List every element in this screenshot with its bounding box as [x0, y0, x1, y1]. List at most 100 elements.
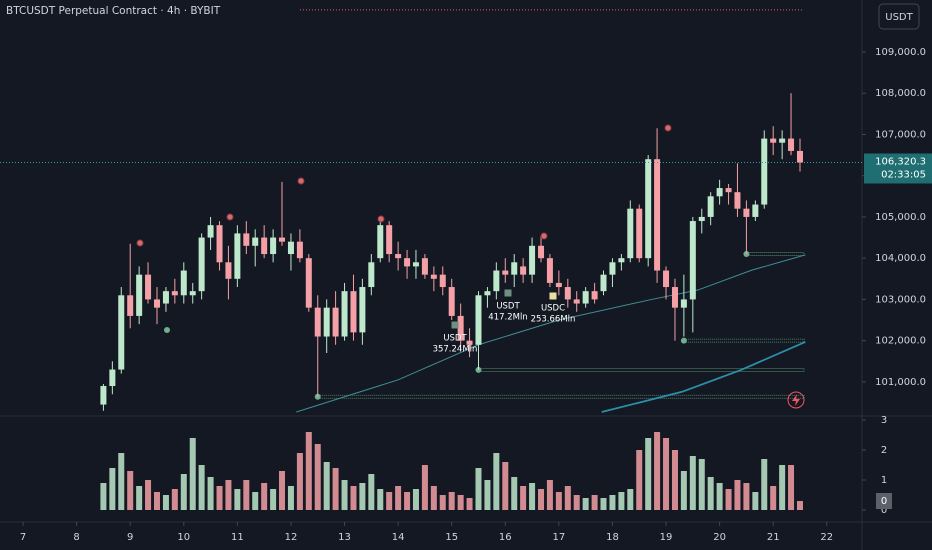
- candle-body: [663, 270, 670, 288]
- x-tick-label: 18: [606, 532, 619, 543]
- pivot-high: [297, 177, 305, 185]
- annotation-text: 357.24Mln: [433, 345, 478, 355]
- volume-bar: [287, 486, 294, 510]
- volume-bar: [100, 483, 107, 510]
- volume-bar: [529, 483, 536, 510]
- candle-body: [555, 282, 562, 288]
- candle-body: [171, 291, 178, 296]
- candle-body: [636, 208, 643, 259]
- volume-bar: [564, 486, 571, 510]
- currency-button[interactable]: [878, 3, 920, 30]
- candle-body: [457, 315, 464, 341]
- annotation-marker: [549, 292, 557, 300]
- candle-body: [100, 386, 107, 405]
- annotation-text: USDT: [443, 334, 467, 344]
- candle-body: [582, 291, 589, 304]
- volume-bar: [162, 495, 169, 510]
- candle-body: [279, 237, 286, 242]
- countdown: 02:33:05: [881, 169, 926, 180]
- volume-badge-label: 0: [881, 496, 887, 507]
- candle-body: [743, 208, 750, 217]
- current-price-badge: [864, 153, 932, 184]
- candle-body: [788, 138, 795, 151]
- volume-bar: [698, 459, 705, 510]
- candle-body: [546, 258, 553, 283]
- y2-tick-label: 1: [881, 475, 887, 486]
- candle-body: [332, 307, 339, 337]
- candle-body: [395, 254, 402, 259]
- candle-body: [493, 270, 500, 292]
- volume-bar: [591, 495, 598, 510]
- volume-bar: [386, 492, 393, 510]
- volume-bar: [796, 501, 803, 510]
- chart-title: BTCUSDT Perpetual Contract · 4h · BYBIT: [6, 5, 221, 17]
- y-tick-label: 101,000.0: [875, 377, 926, 388]
- volume-bar: [261, 483, 268, 510]
- volume-bar: [225, 480, 232, 510]
- volume-bar: [502, 462, 509, 510]
- pivot-low: [164, 327, 170, 333]
- annotation-text: USDT: [496, 302, 520, 312]
- volume-bar: [520, 486, 527, 510]
- candle-body: [654, 159, 661, 271]
- x-tick-label: 15: [445, 532, 458, 543]
- volume-bar: [109, 468, 116, 510]
- volume-bar: [609, 495, 616, 510]
- x-tick-label: 13: [338, 532, 351, 543]
- candle-body: [475, 295, 482, 345]
- candle-body: [404, 258, 411, 267]
- candle-body: [573, 299, 580, 304]
- volume-bar: [341, 480, 348, 510]
- volume-bar: [689, 456, 696, 510]
- candle-body: [448, 287, 455, 316]
- candle-body: [609, 262, 616, 275]
- candle-body: [421, 258, 428, 275]
- x-tick-label: 17: [552, 532, 565, 543]
- volume-bar: [439, 495, 446, 510]
- volume-bar: [546, 480, 553, 510]
- volume-bar: [466, 498, 473, 510]
- candle-body: [564, 287, 571, 300]
- candle-body: [529, 245, 536, 275]
- candle-body: [323, 307, 330, 337]
- candle-body: [377, 225, 384, 259]
- candle-body: [430, 274, 437, 279]
- pivot-high: [226, 213, 234, 221]
- volume-bar: [279, 471, 286, 510]
- candle-body: [216, 225, 223, 263]
- candle-body: [412, 262, 419, 267]
- pivot-high: [377, 215, 385, 223]
- x-tick-label: 16: [499, 532, 512, 543]
- annotation-text: 417.2Mln: [488, 313, 527, 323]
- candle-body: [671, 287, 678, 308]
- candle-body: [189, 291, 196, 296]
- volume-bar: [663, 438, 670, 510]
- candle-body: [689, 221, 696, 300]
- currency-button-label[interactable]: USDT: [885, 12, 913, 23]
- volume-bar: [636, 450, 643, 510]
- candle-body: [386, 225, 393, 255]
- x-tick-label: 19: [660, 532, 673, 543]
- x-tick-label: 11: [231, 532, 244, 543]
- candle-body: [779, 138, 786, 143]
- volume-bar: [207, 477, 214, 510]
- pivot-high: [664, 124, 672, 132]
- candle-body: [314, 307, 321, 337]
- alert-icon[interactable]: [787, 391, 805, 409]
- annotation-marker: [504, 289, 512, 297]
- candle-body: [207, 225, 214, 238]
- support-dot: [680, 337, 687, 344]
- candle-body: [368, 262, 375, 288]
- candle-body: [252, 237, 259, 246]
- moving-average: [296, 254, 806, 413]
- volume-bar: [323, 462, 330, 510]
- y-tick-label: 103,000.0: [875, 294, 926, 305]
- candle-body: [725, 188, 732, 193]
- volume-bar: [654, 432, 661, 510]
- candle-body: [734, 192, 741, 209]
- y-tick-label: 104,000.0: [875, 253, 926, 264]
- pivot-high: [540, 232, 548, 240]
- y2-tick-label: 2: [881, 445, 887, 456]
